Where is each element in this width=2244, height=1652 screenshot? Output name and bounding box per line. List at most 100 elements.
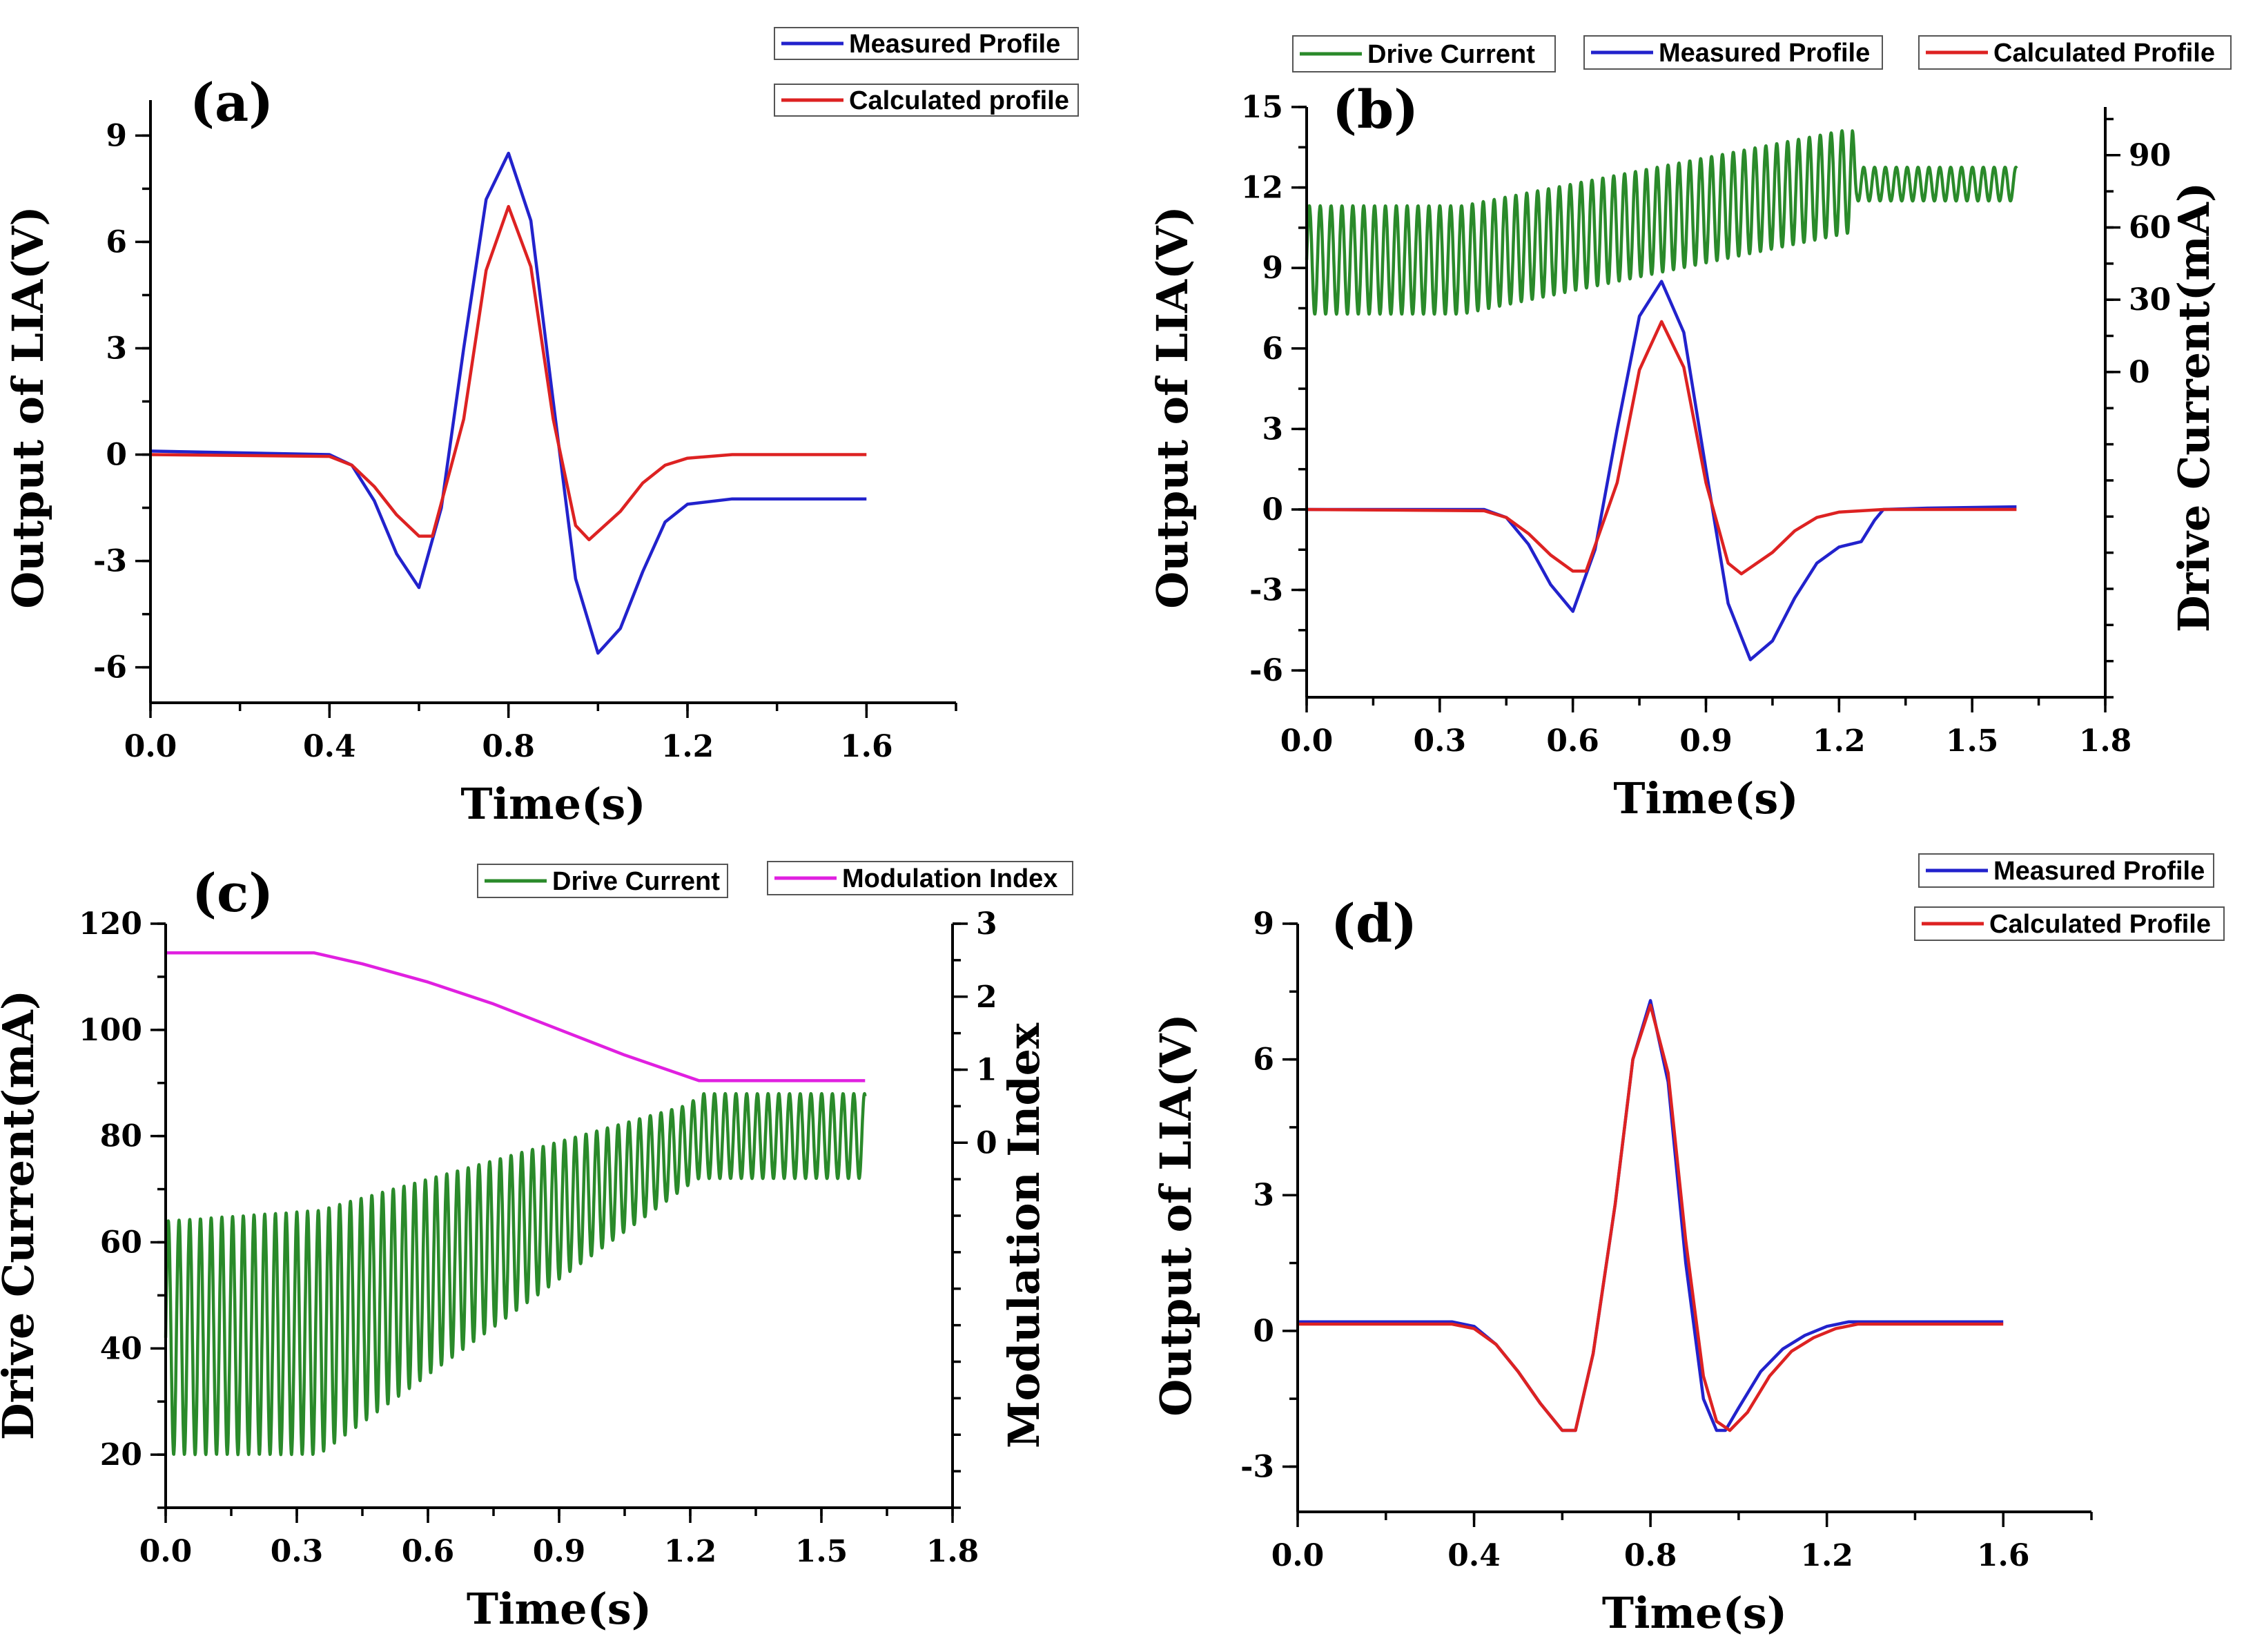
y-axis-title-a: Output of LIA(V): [3, 206, 53, 608]
y-tick-label-a: -3: [93, 544, 127, 579]
y-right-tick-label-c: 1: [976, 1053, 997, 1088]
x-tick-label-c: 0.0: [139, 1534, 193, 1569]
y-axis-title-right-b: Drive Current(mA): [2169, 182, 2219, 632]
legend-entry-c-0: Drive Current: [477, 864, 728, 898]
y-tick-label-c: 40: [100, 1331, 142, 1366]
x-tick-label-b: 1.8: [2079, 723, 2132, 759]
y-tick-label-b: 12: [1241, 171, 1283, 206]
panel-label-d: (d): [1331, 893, 1417, 954]
y-tick-label-b: 9: [1262, 251, 1283, 286]
legend-label: Drive Current: [552, 867, 720, 896]
y-tick-label-b: 3: [1262, 411, 1283, 447]
panel-label-c: (c): [192, 862, 273, 924]
x-tick-label-c: 0.3: [271, 1534, 324, 1569]
series-line-d-0: [1298, 999, 2004, 1432]
panel-label-b: (b): [1332, 79, 1418, 140]
x-tick-label-d: 0.0: [1271, 1538, 1325, 1573]
legend-label: Calculated profile: [849, 86, 1069, 115]
y-tick-label-d: 0: [1253, 1314, 1274, 1349]
y-tick-label-d: -3: [1240, 1449, 1274, 1484]
y-tick-label-a: -6: [93, 650, 127, 686]
legend-label: Calculated Profile: [1989, 910, 2211, 939]
series-line-a-1: [150, 204, 867, 542]
x-tick-label-c: 1.8: [926, 1534, 979, 1569]
legend-label: Drive Current: [1367, 40, 1535, 69]
series-line-a-0: [150, 151, 867, 655]
y-right-tick-label-b: 0: [2129, 355, 2150, 390]
x-axis-title-c: Time(s): [467, 1584, 652, 1634]
y-tick-label-d: 6: [1253, 1042, 1274, 1078]
legend-entry-b-2: Calculated Profile: [1918, 35, 2232, 70]
panel-label-a: (a): [190, 72, 273, 133]
x-tick-label-b: 0.3: [1414, 723, 1467, 759]
series-line-c-0: [164, 1091, 867, 1457]
x-tick-label-a: 0.0: [124, 729, 177, 764]
y-tick-label-d: 9: [1253, 906, 1274, 942]
y-right-tick-label-b: 60: [2129, 210, 2171, 245]
x-tick-label-a: 1.2: [661, 729, 714, 764]
y-tick-label-a: 3: [106, 331, 127, 366]
legend-entry-a-1: Calculated profile: [774, 84, 1079, 117]
x-tick-label-b: 0.6: [1546, 723, 1599, 759]
legend-label: Calculated Profile: [1993, 39, 2215, 68]
series-line-b-2: [1305, 129, 2018, 316]
y-tick-label-c: 120: [79, 906, 142, 942]
y-tick-label-b: 0: [1262, 492, 1283, 527]
x-tick-label-c: 1.2: [664, 1534, 717, 1569]
y-right-tick-label-c: 3: [976, 906, 997, 942]
x-tick-label-d: 1.6: [1977, 1538, 2030, 1573]
y-axis-title-c: Drive Current(mA): [0, 990, 43, 1440]
y-right-tick-label-b: 90: [2129, 138, 2171, 173]
series-line-b-0: [1307, 280, 2017, 661]
y-right-tick-label-b: 30: [2129, 282, 2171, 318]
x-tick-label-b: 0.9: [1679, 723, 1733, 759]
y-tick-label-a: 9: [106, 118, 127, 153]
x-axis-title-a: Time(s): [460, 779, 645, 829]
panel-a: 0.0 0.4 0.8 1.2 1.6 -6 -3 0 3 6 9 Time(s) Output of …: [3, 27, 1079, 829]
x-tick-label-d: 1.2: [1800, 1538, 1853, 1573]
x-tick-label-a: 0.8: [482, 729, 535, 764]
x-tick-label-b: 1.2: [1813, 723, 1866, 759]
legend-label: Measured Profile: [1993, 857, 2205, 886]
legend-entry-d-0: Measured Profile: [1918, 853, 2214, 888]
legend-entry-c-1: Modulation Index: [767, 861, 1073, 895]
panel-d: 0.0 0.4 0.8 1.2 1.6 -3 0 3 6 9 Time(s) Output of LI…: [1151, 853, 2225, 1638]
y-axis-title-d: Output of LIA(V): [1151, 1013, 1201, 1416]
y-tick-label-b: 6: [1262, 331, 1283, 367]
series-line-c-1: [166, 951, 866, 1082]
series-line-d-1: [1298, 1003, 2004, 1432]
y-tick-label-a: 6: [106, 224, 127, 260]
y-right-tick-label-c: 0: [976, 1125, 997, 1160]
y-tick-label-a: 0: [106, 438, 127, 473]
legend-entry-d-1: Calculated Profile: [1914, 906, 2225, 941]
x-tick-label-c: 0.9: [533, 1534, 586, 1569]
x-tick-label-c: 0.6: [402, 1534, 455, 1569]
y-right-tick-label-c: 2: [976, 980, 997, 1015]
y-tick-label-b: -3: [1249, 573, 1283, 608]
x-tick-label-a: 0.4: [303, 729, 356, 764]
x-tick-label-d: 0.4: [1447, 1538, 1501, 1573]
x-tick-label-d: 0.8: [1624, 1538, 1677, 1573]
legend-entry-b-1: Measured Profile: [1583, 35, 1883, 70]
y-tick-label-b: -6: [1249, 653, 1283, 688]
y-axis-title-b: Output of LIA(V): [1147, 206, 1198, 608]
panel-c: 0.0 0.3 0.6 0.9 1.2 1.5 1.8 20 40 60 80 100 120 0 1 2 3 T…: [0, 861, 1073, 1634]
x-axis-title-d: Time(s): [1602, 1588, 1787, 1638]
x-tick-label-c: 1.5: [795, 1534, 848, 1569]
panel-b: 0.0 0.3 0.6 0.9 1.2 1.5 1.8 -6 -3 0 3 6 9 12 15 0 30 60 90…: [1147, 35, 2232, 824]
legend-label: Measured Profile: [849, 30, 1060, 59]
y-tick-label-c: 60: [100, 1225, 142, 1260]
y-tick-label-c: 100: [79, 1013, 142, 1048]
x-axis-title-b: Time(s): [1613, 773, 1798, 824]
x-tick-label-b: 1.5: [1946, 723, 1999, 759]
series-line-b-1: [1306, 320, 2017, 576]
x-tick-label-b: 0.0: [1280, 723, 1334, 759]
x-tick-label-a: 1.6: [840, 729, 893, 764]
legend-entry-a-0: Measured Profile: [774, 27, 1079, 60]
legend-label: Modulation Index: [842, 864, 1057, 893]
y-tick-label-d: 3: [1253, 1178, 1274, 1213]
legend-entry-b-0: Drive Current: [1292, 35, 1556, 72]
y-axis-title-right-c: Modulation Index: [999, 1022, 1049, 1448]
y-tick-label-c: 80: [100, 1119, 142, 1154]
